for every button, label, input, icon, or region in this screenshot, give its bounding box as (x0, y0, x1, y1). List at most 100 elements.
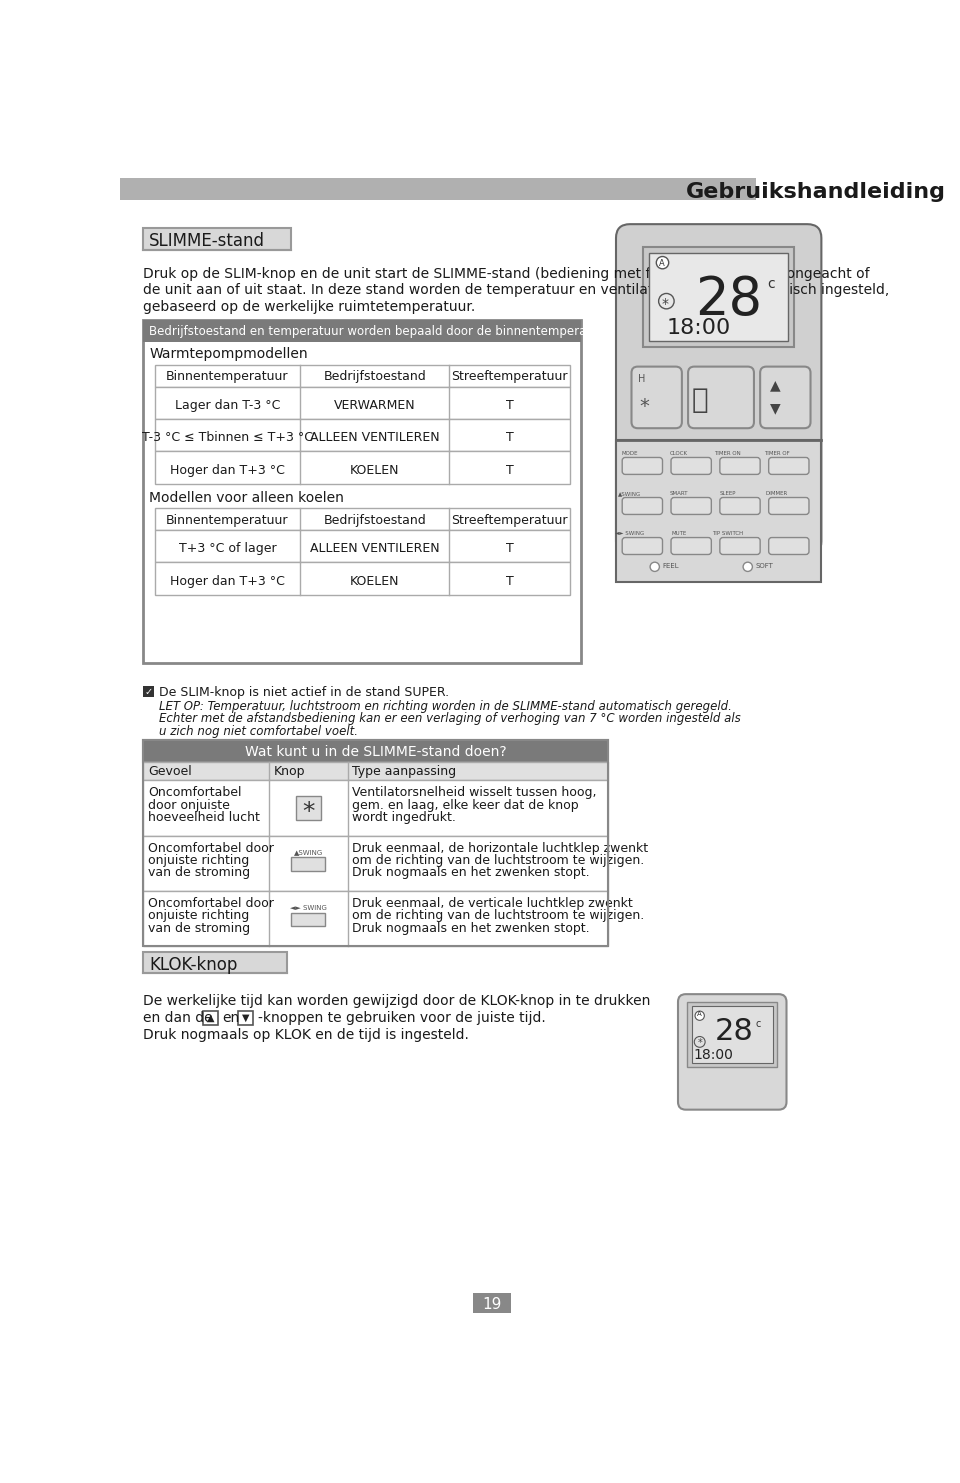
Text: Wat kunt u in de SLIMME-stand doen?: Wat kunt u in de SLIMME-stand doen? (245, 746, 507, 759)
Text: Knop: Knop (274, 765, 305, 779)
Text: gem. en laag, elke keer dat de knop: gem. en laag, elke keer dat de knop (352, 798, 579, 811)
Text: Type aanpassing: Type aanpassing (352, 765, 457, 779)
Text: onjuiste richting: onjuiste richting (148, 854, 250, 868)
Bar (643, 248, 794, 347)
Bar (143, 762, 609, 780)
Bar (616, 440, 822, 583)
Text: ALLEEN VENTILEREN: ALLEEN VENTILEREN (310, 432, 440, 445)
Text: KLOK-knop: KLOK-knop (150, 957, 238, 974)
Text: Oncomfortabel door: Oncomfortabel door (148, 842, 274, 854)
Bar (143, 320, 581, 663)
Text: -knoppen te gebruiken voor de juiste tijd.: -knoppen te gebruiken voor de juiste tij… (258, 1011, 545, 1025)
Text: KOELEN: KOELEN (349, 464, 399, 476)
Text: Druk nogmaals en het zwenken stopt.: Druk nogmaals en het zwenken stopt. (352, 866, 590, 879)
Text: T: T (506, 464, 514, 476)
Text: onjuiste richting: onjuiste richting (148, 909, 250, 922)
FancyBboxPatch shape (622, 537, 662, 555)
Text: Echter met de afstandsbediening kan er een verlaging of verhoging van 7 °C worde: Echter met de afstandsbediening kan er e… (158, 712, 740, 725)
Text: door onjuiste: door onjuiste (148, 798, 229, 811)
Bar (291, 857, 325, 871)
Text: LET OP: Temperatuur, luchtstroom en richting worden in de SLIMME-stand automatis: LET OP: Temperatuur, luchtstroom en rich… (158, 700, 732, 713)
Text: om de richting van de luchtstroom te wijzigen.: om de richting van de luchtstroom te wij… (352, 854, 645, 868)
FancyBboxPatch shape (720, 537, 760, 555)
Circle shape (695, 1011, 705, 1020)
Text: T: T (506, 543, 514, 555)
Text: u zich nog niet comfortabel voelt.: u zich nog niet comfortabel voelt. (158, 725, 358, 737)
Text: Druk op de SLIM-knop en de unit start de SLIMME-stand (bediening met fuzzy-logic: Druk op de SLIM-knop en de unit start de… (143, 267, 870, 280)
Bar (143, 687, 155, 697)
FancyBboxPatch shape (622, 497, 662, 515)
Text: en dan de: en dan de (143, 1011, 213, 1025)
Text: TIP SWITCH: TIP SWITCH (712, 531, 743, 537)
Circle shape (650, 562, 660, 571)
Text: ▼: ▼ (242, 1013, 250, 1023)
Text: Bedrijfstoestand en temperatuur worden bepaald door de binnentemperatuur: Bedrijfstoestand en temperatuur worden b… (150, 325, 612, 338)
Text: Druk eenmaal, de verticale luchtklep zwenkt: Druk eenmaal, de verticale luchtklep zwe… (352, 897, 634, 911)
Text: SLIMME-stand: SLIMME-stand (149, 231, 265, 249)
Bar (143, 228, 291, 249)
Text: TIMER ON: TIMER ON (714, 451, 741, 457)
Text: SLEEP: SLEEP (719, 491, 736, 497)
Text: 19: 19 (482, 1296, 502, 1312)
Text: Binnentemperatuur: Binnentemperatuur (166, 513, 289, 526)
Bar (155, 529, 569, 562)
Text: hoeveelheid lucht: hoeveelheid lucht (148, 811, 260, 825)
Text: H: H (637, 374, 645, 384)
Text: CLOCK: CLOCK (670, 451, 687, 457)
Text: T: T (506, 574, 514, 587)
Text: Druk nogmaals en het zwenken stopt.: Druk nogmaals en het zwenken stopt. (352, 922, 590, 934)
Text: *: * (639, 397, 649, 417)
Text: FEEL: FEEL (662, 564, 679, 569)
Text: A: A (697, 1011, 702, 1017)
Text: Gevoel: Gevoel (148, 765, 192, 779)
Text: Streeftemperatuur: Streeftemperatuur (451, 371, 567, 384)
Text: Hoger dan T+3 °C: Hoger dan T+3 °C (170, 574, 285, 587)
Text: TIMER OF: TIMER OF (763, 451, 789, 457)
Text: ⏻: ⏻ (691, 386, 708, 414)
Text: gebaseerd op de werkelijke ruimtetemperatuur.: gebaseerd op de werkelijke ruimtetempera… (143, 301, 475, 314)
Text: ▲SWING: ▲SWING (294, 850, 323, 856)
FancyBboxPatch shape (632, 366, 682, 429)
Text: KOELEN: KOELEN (349, 574, 399, 587)
FancyBboxPatch shape (688, 366, 754, 429)
Bar (155, 387, 569, 420)
Text: de unit aan of uit staat. In deze stand worden de temperatuur en ventilatorsnelh: de unit aan of uit staat. In deze stand … (143, 283, 890, 298)
Bar (203, 1011, 219, 1025)
Text: wordt ingedrukt.: wordt ingedrukt. (352, 811, 456, 825)
Text: 18:00: 18:00 (693, 1048, 733, 1062)
FancyBboxPatch shape (769, 457, 809, 475)
Bar (155, 509, 569, 529)
Bar (238, 1011, 253, 1025)
Text: SMART: SMART (669, 491, 688, 497)
FancyBboxPatch shape (671, 537, 711, 555)
Bar (155, 365, 569, 387)
Text: van de stroming: van de stroming (148, 866, 250, 879)
Bar (472, 1293, 512, 1312)
Bar (155, 451, 569, 483)
Bar (649, 254, 788, 341)
Text: om de richting van de luchtstroom te wijzigen.: om de richting van de luchtstroom te wij… (352, 909, 645, 922)
FancyBboxPatch shape (720, 457, 760, 475)
Bar (143, 952, 287, 973)
Text: 18:00: 18:00 (666, 317, 731, 338)
Text: 28: 28 (714, 1017, 754, 1047)
Text: Oncomfortabel door: Oncomfortabel door (148, 897, 274, 911)
Text: ▲: ▲ (207, 1013, 214, 1023)
Text: Modellen voor alleen koelen: Modellen voor alleen koelen (150, 491, 345, 506)
Bar (143, 740, 609, 946)
FancyBboxPatch shape (622, 457, 662, 475)
Text: Bedrijfstoestand: Bedrijfstoestand (324, 513, 426, 526)
Text: c: c (756, 1019, 761, 1029)
Bar (143, 835, 609, 891)
FancyBboxPatch shape (760, 366, 810, 429)
Text: Lager dan T-3 °C: Lager dan T-3 °C (175, 399, 280, 412)
Text: Ventilatorsnelheid wisselt tussen hoog,: Ventilatorsnelheid wisselt tussen hoog, (352, 786, 597, 799)
Bar (291, 912, 325, 927)
Text: c: c (767, 276, 775, 291)
Text: De SLIM-knop is niet actief in de stand SUPER.: De SLIM-knop is niet actief in de stand … (158, 687, 449, 698)
Circle shape (743, 562, 753, 571)
Text: van de stroming: van de stroming (148, 922, 250, 934)
FancyBboxPatch shape (616, 224, 822, 555)
Text: Hoger dan T+3 °C: Hoger dan T+3 °C (170, 464, 285, 476)
Text: ▼: ▼ (770, 402, 781, 415)
